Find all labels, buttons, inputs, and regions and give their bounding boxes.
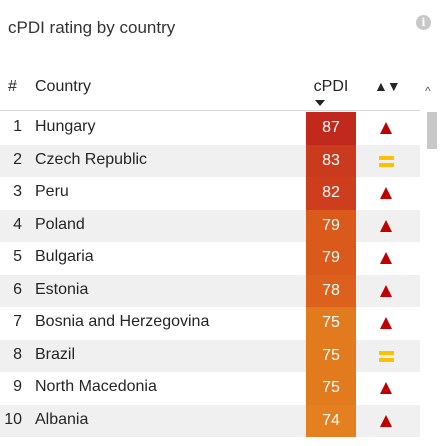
- trend-up-icon: [380, 317, 392, 329]
- row-country: Bosnia and Herzegovina: [35, 313, 210, 330]
- row-country: Estonia: [35, 280, 89, 298]
- scroll-up-icon[interactable]: ^: [425, 84, 431, 98]
- column-header-rank[interactable]: #: [8, 78, 17, 95]
- trend-up-icon: [380, 382, 392, 394]
- row-rank: 3: [13, 183, 22, 200]
- row-cpdi-value: 79: [306, 209, 356, 242]
- row-trend: [372, 177, 402, 210]
- trend-up-icon: [380, 122, 392, 134]
- table-row[interactable]: 1 Hungary 87: [0, 112, 420, 145]
- row-trend: [372, 340, 402, 373]
- row-trend: [372, 145, 402, 178]
- trend-up-icon: [380, 187, 392, 199]
- sort-descending-icon[interactable]: [315, 100, 325, 106]
- row-cpdi-value: 75: [306, 339, 356, 372]
- row-country: Poland: [35, 215, 85, 233]
- row-trend: [372, 307, 402, 340]
- trend-up-icon: [380, 414, 392, 427]
- row-country: North Macedonia: [35, 378, 157, 395]
- table-header: # Country cPDI ▲▼ ^: [0, 72, 442, 110]
- row-country: Peru: [35, 183, 69, 200]
- row-rank: 2: [13, 150, 22, 168]
- table-row[interactable]: 7 Bosnia and Herzegovina 75: [0, 307, 420, 340]
- trend-equal-icon: [379, 350, 394, 355]
- scroll-thumb[interactable]: [427, 112, 437, 149]
- column-header-country[interactable]: Country: [35, 78, 92, 95]
- row-cpdi-value: 74: [306, 404, 356, 437]
- column-header-trend[interactable]: ▲▼: [374, 78, 401, 94]
- table-row[interactable]: 6 Estonia 78: [0, 274, 420, 308]
- table-row[interactable]: 4 Poland 79: [0, 209, 420, 243]
- row-rank: 1: [13, 118, 22, 135]
- trend-up-icon: [380, 284, 392, 297]
- trend-up-icon: [380, 219, 392, 232]
- row-trend: [372, 242, 402, 275]
- column-header-cpdi[interactable]: cPDI: [313, 78, 349, 95]
- info-icon[interactable]: i: [416, 15, 431, 30]
- row-trend: [372, 372, 402, 405]
- row-trend: [372, 210, 402, 243]
- table-row[interactable]: 9 North Macedonia 75: [0, 372, 420, 405]
- scrollbar[interactable]: [423, 108, 440, 446]
- table-row[interactable]: 3 Peru 82: [0, 177, 420, 210]
- row-country: Bulgaria: [35, 248, 94, 265]
- row-cpdi-value: 79: [306, 242, 356, 275]
- row-cpdi-value: 75: [306, 307, 356, 340]
- row-cpdi-value: 75: [306, 372, 356, 405]
- table-row[interactable]: 8 Brazil 75: [0, 339, 420, 373]
- row-cpdi-value: 78: [306, 274, 356, 307]
- table-row[interactable]: 10 Albania 74: [0, 404, 420, 438]
- row-country: Albania: [35, 410, 89, 428]
- header-divider: [0, 110, 420, 111]
- row-rank: 10: [4, 410, 22, 428]
- table-body: 1 Hungary 87 2 Czech Republic 83 3 Peru 82 4 Polan…: [0, 112, 420, 437]
- row-cpdi-value: 82: [306, 177, 356, 210]
- row-rank: 9: [13, 378, 22, 395]
- table-row[interactable]: 5 Bulgaria 79: [0, 242, 420, 275]
- row-rank: 8: [13, 345, 22, 363]
- row-rank: 7: [13, 313, 22, 330]
- row-cpdi-value: 83: [306, 144, 356, 177]
- row-rank: 6: [13, 280, 22, 298]
- row-country: Czech Republic: [35, 150, 148, 168]
- trend-up-icon: [380, 252, 392, 264]
- row-country: Brazil: [35, 345, 76, 363]
- row-trend: [372, 275, 402, 308]
- row-rank: 5: [13, 248, 22, 265]
- table-row[interactable]: 2 Czech Republic 83: [0, 144, 420, 178]
- row-trend: [372, 112, 402, 145]
- row-rank: 4: [13, 215, 22, 233]
- trend-equal-icon: [379, 155, 394, 160]
- chart-title: cPDI rating by country: [8, 18, 176, 37]
- row-country: Hungary: [35, 118, 96, 135]
- row-cpdi-value: 87: [306, 112, 356, 145]
- row-trend: [372, 405, 402, 438]
